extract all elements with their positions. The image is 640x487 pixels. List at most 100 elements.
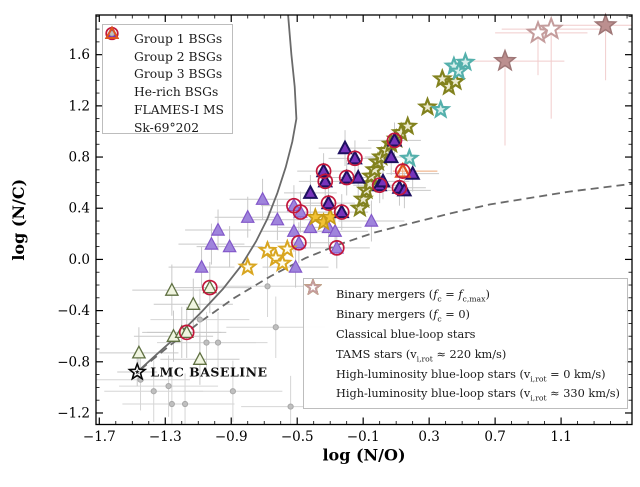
- lmc-baseline-star: [127, 361, 148, 381]
- herich-marker: [317, 173, 334, 190]
- group1-marker: [186, 296, 201, 310]
- series-hl_filled: [492, 12, 618, 72]
- group3-marker: [338, 168, 355, 184]
- legend-item-tams: TAMS stars (vi,rot ≈ 220 km/s): [304, 279, 621, 364]
- classical-marker: [305, 206, 326, 226]
- herich-marker: [347, 150, 363, 167]
- open-gold-star-icon: [304, 279, 336, 362]
- binary_teal-marker: [398, 147, 421, 168]
- group3-marker: [386, 131, 403, 147]
- x-tick-label: −0.5: [281, 429, 314, 445]
- legend-item-herich: He-rich BSGs: [105, 26, 226, 101]
- legend-item-label: FLAMES-I MS: [134, 103, 224, 118]
- legend-item-label: High-luminosity blue-loop stars (vi,rot …: [336, 387, 620, 403]
- series-tams: [237, 238, 298, 276]
- flames-marker: [181, 400, 189, 408]
- group3-marker: [396, 181, 413, 197]
- herich-marker: [320, 195, 337, 211]
- gold-star-icon: [304, 279, 336, 342]
- series-binary_teal: [398, 51, 476, 168]
- series-group2: [194, 191, 379, 273]
- herich-marker: [391, 179, 408, 196]
- herich-marker: [338, 169, 355, 186]
- hl_filled-marker: [593, 12, 618, 36]
- group2-marker: [286, 223, 302, 237]
- rosy-star-icon: [304, 279, 336, 382]
- legend-item-label: TAMS stars (vi,rot ≈ 220 km/s): [336, 347, 507, 364]
- he-rich-circle-icon: [105, 26, 134, 100]
- legend-item-classical: Classical blue-loop stars: [304, 279, 621, 345]
- hl_filled-marker: [492, 48, 518, 72]
- herich-marker: [292, 204, 309, 220]
- flames-marker: [150, 388, 157, 395]
- plot-border: [95, 14, 633, 426]
- group2-marker: [204, 236, 219, 250]
- sk69-marker: [394, 161, 412, 178]
- legend-marker-types: Group 1 BSGs Group 2 BSGs Group 3 BSGs H…: [102, 24, 233, 137]
- herich-marker: [394, 163, 411, 179]
- herich-marker: [386, 132, 403, 149]
- herich-marker: [291, 234, 307, 251]
- binary_olive-marker: [416, 95, 439, 117]
- legend-item-group1: Group 1 BSGs: [105, 26, 226, 48]
- group3-marker: [350, 168, 367, 184]
- binary_olive-marker: [444, 70, 467, 91]
- herich-marker: [371, 177, 388, 194]
- group2-marker: [303, 219, 318, 234]
- legend-item-group2: Group 2 BSGs: [105, 26, 226, 66]
- herich-marker: [315, 163, 332, 179]
- markers-layer: LMC BASELINE: [127, 12, 618, 410]
- legend-item-label: Binary mergers (fc = 0): [336, 308, 470, 324]
- legend-item-hl-filled: High-luminosity blue-loop stars (vi,rot …: [304, 279, 621, 384]
- flames-marker: [168, 400, 175, 408]
- legend-glyph-shape: [104, 25, 120, 39]
- y-tick-label: 0.8: [69, 150, 90, 166]
- group3-marker: [333, 203, 350, 219]
- series-group3: [302, 131, 421, 219]
- tams-marker: [272, 252, 293, 273]
- herich-marker: [201, 279, 218, 296]
- flames-marker: [287, 403, 294, 410]
- y-tick-label: 0.0: [69, 252, 90, 268]
- x-tick-label: −0.9: [215, 429, 248, 445]
- track-curve-dashed: [139, 183, 632, 371]
- group2-marker: [291, 235, 306, 249]
- group2-marker: [328, 223, 343, 237]
- legend-glyph-shape: [304, 279, 322, 295]
- group1-marker: [164, 282, 180, 296]
- group2-marker: [222, 238, 237, 253]
- sk69-legend-marker: [104, 25, 120, 39]
- group1-marker: [192, 351, 208, 365]
- series-hl_open: [525, 15, 564, 44]
- group1-marker: [179, 324, 194, 339]
- tams-marker: [237, 256, 259, 276]
- binary_olive-marker: [397, 115, 419, 136]
- legend-item-label: Sk-69°202: [134, 120, 200, 135]
- legend-item-label: Classical blue-loop stars: [336, 327, 476, 341]
- flames-marker: [229, 388, 236, 395]
- legend-item-group3: Group 3 BSGs: [104, 25, 226, 84]
- group1-marker: [131, 344, 147, 359]
- legend-item-binary-teal: Binary mergers (fc = fc,max): [304, 279, 621, 305]
- legend-item-label: He-rich BSGs: [134, 85, 219, 100]
- sk69-legend-glyph: [104, 25, 120, 39]
- hl_open-legend-glyph: [304, 279, 322, 295]
- y-tick-label: 1.2: [69, 98, 90, 114]
- herich-marker: [178, 324, 195, 341]
- binary_teal-marker: [448, 60, 470, 81]
- y-axis-label: log (N/C): [9, 179, 28, 261]
- legend-item-sk69: Sk-69°202: [104, 25, 226, 137]
- binary_olive-marker: [352, 188, 374, 209]
- legend-item-label: Group 3 BSGs: [134, 67, 223, 82]
- x-tick-label: 1.1: [550, 429, 571, 445]
- legend-item-binary-olive: Binary mergers (fc = 0): [304, 279, 621, 325]
- group2-marker: [364, 213, 379, 227]
- legend-item-label: Group 2 BSGs: [134, 49, 223, 64]
- legend-item-label: High-luminosity blue-loop stars (vi,rot …: [336, 367, 606, 383]
- binary_olive-marker: [349, 197, 371, 218]
- flames-marker: [196, 316, 204, 323]
- legend-model-tracks: Binary mergers (fc = fc,max) Binary merg…: [303, 278, 628, 409]
- group2-marker: [329, 240, 345, 254]
